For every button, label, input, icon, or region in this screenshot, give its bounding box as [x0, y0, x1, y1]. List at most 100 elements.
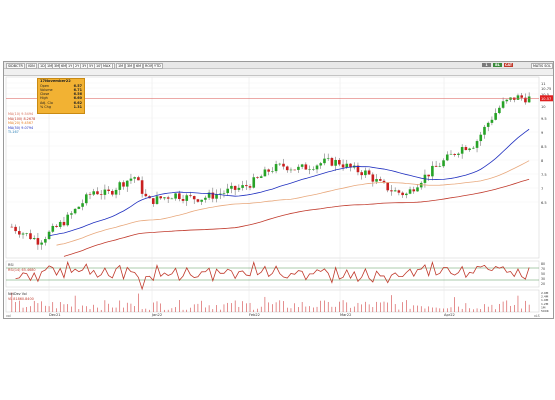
rsi-y-label: 50: [541, 272, 545, 276]
candle-body: [524, 97, 527, 103]
tool-button-ytd[interactable]: YTD: [152, 63, 163, 69]
candle-body: [200, 199, 203, 202]
candle-body: [62, 221, 66, 226]
candle-body: [140, 180, 144, 194]
candle-body: [107, 189, 110, 192]
ma50-line: [48, 128, 530, 237]
candle-body: [21, 233, 25, 235]
tool-button-1m[interactable]: 1M: [116, 63, 126, 69]
candle-body: [486, 122, 490, 127]
candle-body: [442, 160, 445, 167]
candle-body: [189, 195, 192, 197]
info-row-value: 6.60: [73, 96, 82, 101]
candle-body: [92, 191, 96, 195]
title-right: MATIS SOL: [531, 63, 553, 69]
candle-body: [137, 177, 140, 181]
y-tick-label: 6.5: [541, 201, 547, 205]
candle-body: [263, 169, 267, 177]
candle-body: [204, 197, 207, 200]
candle-body: [55, 225, 58, 227]
candle-body: [386, 182, 390, 191]
status-badge-0[interactable]: 1: [482, 63, 491, 67]
candle-body: [364, 170, 367, 176]
volume-y-label: 2.9M: [541, 291, 549, 295]
tool-button-3m[interactable]: 3M: [125, 63, 135, 69]
x-axis-label: Jan22: [151, 313, 162, 317]
candle-body: [412, 189, 416, 192]
candle-body: [248, 186, 252, 188]
candle-body: [297, 166, 300, 170]
rsi-title: RSI: [8, 263, 14, 267]
candle-body: [144, 193, 148, 197]
info-row-value: 1.31: [73, 104, 82, 109]
info-row: Open 6.57: [38, 84, 84, 88]
candle-body: [282, 163, 285, 167]
candle-body: [375, 179, 378, 182]
candle-body: [44, 239, 47, 243]
info-row: Adj. Clo 6.62: [38, 101, 84, 105]
y-tick-label: 10.5: [541, 93, 549, 97]
info-row-label: Open: [40, 83, 50, 88]
candle-body: [211, 192, 215, 199]
candle-body: [81, 203, 84, 207]
info-row-label: High: [40, 96, 48, 101]
info-row-label: Close: [40, 92, 50, 97]
candle-body: [129, 178, 133, 181]
candle-body: [47, 231, 51, 240]
candle-body: [185, 195, 189, 201]
legend-item: MA(10) 9.5494: [8, 112, 34, 116]
candle-body: [445, 154, 449, 161]
candle-body: [475, 141, 479, 148]
candle-body: [241, 185, 244, 188]
candle-body: [256, 177, 259, 178]
candle-body: [233, 185, 237, 190]
candle-body: [505, 99, 509, 102]
candle-body: [520, 95, 523, 98]
candle-body: [345, 163, 349, 168]
candle-body: [300, 164, 304, 167]
candle-body: [416, 187, 419, 192]
price-tag-label: 10.57: [541, 97, 551, 101]
candle-body: [196, 199, 200, 202]
legend-item: MA(20) 9.4567: [8, 121, 34, 125]
candle-body: [174, 193, 177, 199]
candle-body: [360, 172, 363, 176]
status-badge-1[interactable]: BL: [493, 63, 502, 67]
y-tick-label: 8.5: [541, 145, 547, 149]
candle-body: [449, 153, 453, 155]
symbol-field[interactable]: SIDBCTR: [6, 63, 25, 69]
candle-body: [378, 179, 382, 181]
range-button-max[interactable]: MAX: [101, 63, 113, 69]
price-tag: [540, 95, 553, 102]
candle-body: [293, 169, 296, 171]
info-row-value: 6.56: [73, 92, 82, 97]
candle-body: [96, 191, 99, 195]
candle-body: [315, 165, 319, 170]
candle-body: [334, 159, 337, 166]
status-badge-2[interactable]: CAT: [504, 63, 513, 67]
candle-body: [438, 166, 442, 167]
y-tick-label: 7: [541, 187, 543, 191]
candle-body: [494, 113, 497, 120]
candle-body: [122, 182, 125, 187]
candle-body: [371, 174, 375, 182]
candle-body: [267, 169, 270, 172]
legend-item: MA(50) 9.0794: [8, 125, 34, 130]
info-row: Volume 6.71: [38, 88, 84, 92]
candle-body: [40, 242, 43, 245]
info-row-label: % Chg: [40, 104, 51, 109]
info-row-value: 6.62: [73, 100, 82, 105]
tool-button-6m[interactable]: 6M: [134, 63, 144, 69]
candle-body: [289, 169, 293, 171]
candle-body: [460, 147, 464, 154]
candle-body: [479, 134, 483, 142]
candle-body: [330, 157, 334, 166]
candle-body: [118, 182, 122, 190]
candle-body: [453, 153, 457, 155]
info-row: High 6.60: [38, 96, 84, 100]
candle-body: [230, 185, 233, 189]
volume-y-label: 500K: [541, 309, 550, 313]
candle-body: [166, 197, 170, 199]
candle-body: [181, 199, 185, 201]
